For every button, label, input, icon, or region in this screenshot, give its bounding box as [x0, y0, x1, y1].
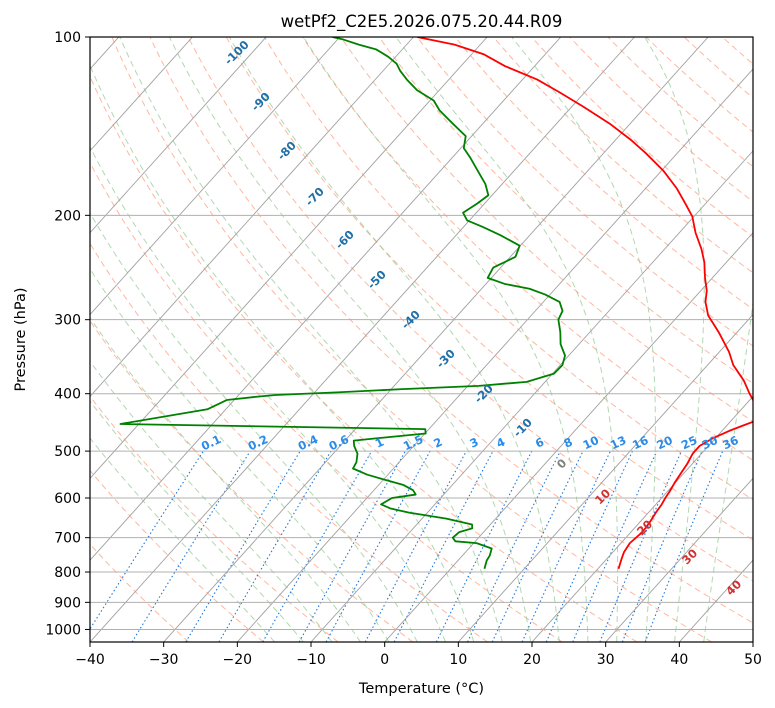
mixing-ratio-line: [491, 450, 584, 642]
mixing-ratio-line: [185, 450, 301, 642]
x-tick-label: −40: [75, 652, 105, 668]
y-tick-label: 600: [54, 491, 81, 507]
mixing-ratio-line: [262, 450, 373, 642]
x-tick-label: −30: [149, 652, 179, 668]
mixing-ratio-line: [218, 450, 332, 642]
y-tick-label: 900: [54, 595, 81, 611]
isotherm-line: [90, 37, 193, 152]
background-lines: [90, 37, 753, 642]
dry-adiabat-line: [90, 75, 638, 642]
y-tick-label: 1000: [45, 622, 81, 638]
y-tick-label: 400: [54, 387, 81, 403]
y-axis-title: Pressure (hPa): [13, 287, 29, 391]
dry-adiabat-line: [264, 37, 753, 501]
y-tick-label: 700: [54, 531, 81, 547]
sounding-profiles: [119, 37, 753, 570]
dry-adiabat-line: [454, 37, 753, 310]
mixing-ratio-line: [545, 450, 634, 642]
isotherm-line: [531, 395, 753, 642]
mixing-ratio-line: [521, 450, 611, 642]
dry-adiabat-line: [149, 37, 753, 624]
plot-frame: [89, 36, 754, 643]
mixing-ratio-label: 25: [679, 433, 699, 452]
dry-adiabat-line: [90, 320, 414, 642]
moist-adiabat-line: [303, 37, 589, 642]
moist-adiabat-line: [90, 360, 333, 642]
isotherm-line: [90, 37, 562, 561]
isotherm-line: [90, 37, 488, 479]
dry-adiabat-line: [187, 37, 753, 582]
mixing-ratio-line: [325, 450, 431, 642]
moist-adiabat-line: [90, 316, 361, 642]
isotherm-line: [457, 313, 753, 642]
moist-adiabat-line: [229, 37, 560, 642]
dry-adiabat-line: [90, 242, 488, 642]
mixing-ratio-line: [621, 450, 703, 642]
dewpoint-profile-line: [119, 37, 566, 570]
dry-adiabat-line: [340, 37, 753, 423]
mixing-ratio-label: 10: [581, 433, 601, 452]
dry-adiabat-line: [225, 37, 753, 541]
isotherm-line: [310, 150, 753, 642]
moist-adiabat-line: [168, 37, 532, 642]
dry-adiabat-line: [90, 161, 563, 642]
moist-adiabat-line: [90, 145, 447, 642]
mixing-ratio-line: [467, 450, 561, 642]
y-tick-label: 500: [54, 444, 81, 460]
x-tick-label: 40: [670, 652, 688, 668]
moist-adiabat-line: [90, 64, 475, 642]
y-tick-label: 200: [54, 208, 81, 224]
mixing-ratio-line: [131, 450, 251, 642]
chart-title: wetPf2_C2E5.2026.075.20.44.R09: [281, 12, 563, 32]
x-tick-label: 50: [744, 652, 762, 668]
x-axis-title: Temperature (°C): [358, 681, 484, 697]
mixing-ratio-label: 13: [608, 433, 628, 452]
y-tick-label: 800: [54, 565, 81, 581]
moist-adiabat-line: [90, 267, 390, 642]
x-tick-label: 20: [523, 652, 541, 668]
x-tick-label: 10: [449, 652, 467, 668]
dry-adiabat-line: [416, 37, 753, 347]
x-tick-label: 0: [380, 652, 389, 668]
x-tick-label: −10: [296, 652, 326, 668]
x-tick-label: 30: [597, 652, 615, 668]
moist-adiabat-line: [119, 37, 503, 642]
mixing-ratio-line: [599, 450, 682, 642]
isotherm-line: [90, 37, 341, 316]
mixing-ratio-line: [90, 450, 204, 630]
mixing-ratio-label: 36: [720, 433, 740, 452]
moist-adiabat-line: [90, 211, 418, 642]
pressure-gridlines: [90, 37, 753, 630]
mixing-ratio-label: 20: [654, 433, 674, 452]
isotherm-line: [163, 37, 709, 642]
mixing-ratio-label: 30: [700, 433, 720, 452]
dry-adiabat-line: [607, 37, 753, 168]
y-tick-label: 100: [54, 30, 81, 46]
mixing-ratio-label: 16: [630, 433, 650, 452]
isotherm-line: [90, 37, 635, 642]
dry-adiabat-line: [378, 37, 753, 385]
moist-adiabat-line: [511, 37, 656, 642]
mixing-ratio-line: [298, 450, 406, 642]
axes: −40 −30 −20 −10 0 10 20 30 40 50 100 200 300 400 500 60…: [45, 30, 762, 668]
isotherm-line: [384, 232, 753, 642]
dry-adiabat-line: [90, 395, 339, 642]
moist-adiabat-line: [90, 437, 276, 642]
moist-adiabat-line: [90, 400, 304, 642]
x-tick-label: −20: [223, 652, 253, 668]
dry-adiabat-line: [111, 37, 712, 642]
moist-adiabat-line: [703, 298, 753, 642]
moist-adiabat-line: [644, 37, 705, 642]
isotherm-line: [90, 37, 414, 398]
isotherm-line: [236, 68, 753, 642]
isotherm-line: [605, 477, 753, 642]
isotherm-line: [90, 37, 267, 234]
moist-adiabat-line: [395, 37, 619, 642]
dry-adiabat-line: [493, 37, 753, 274]
y-tick-label: 300: [54, 313, 81, 329]
temperature-profile-line: [417, 37, 753, 570]
